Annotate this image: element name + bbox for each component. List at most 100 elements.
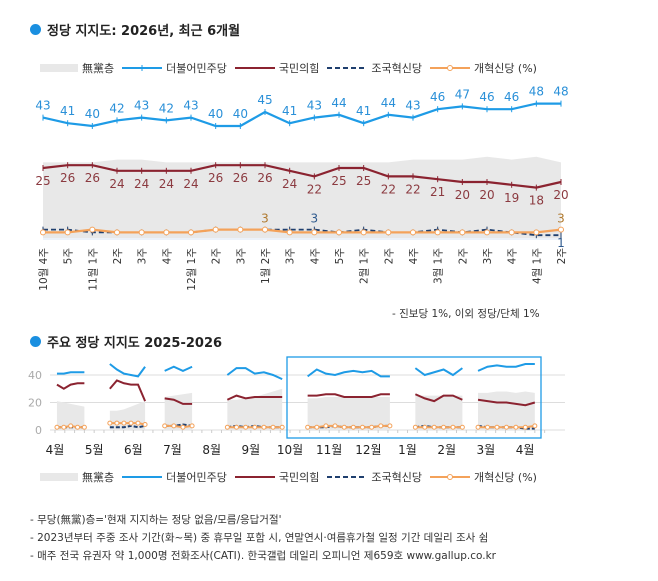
reform-point (311, 229, 318, 236)
rebuild-data-label: 1 (557, 236, 565, 250)
dem-data-label: 43 (35, 99, 50, 113)
dem-data-label: 40 (233, 107, 248, 121)
reform-point (54, 424, 60, 430)
reform-data-label: 3 (261, 212, 269, 226)
reform-point (286, 229, 293, 236)
dem-line (414, 367, 463, 377)
dem-line (226, 367, 283, 381)
bullet-icon (30, 24, 41, 35)
x-tick-label: 4주 (408, 248, 420, 265)
reform-point (89, 226, 96, 233)
ppp-data-label: 20 (479, 188, 494, 202)
reform-point (107, 420, 113, 426)
reform-point (485, 424, 491, 430)
reform-line (307, 424, 390, 429)
x-tick-label: 4주 (309, 248, 321, 265)
ppp-data-label: 25 (331, 174, 346, 188)
reform-point (68, 423, 74, 429)
ppp-data-label: 22 (381, 182, 396, 196)
x-tick-label: 2월 1주 (359, 248, 371, 284)
reform-point (64, 229, 71, 236)
dem-data-label: 41 (356, 104, 371, 118)
x-tick-label: 3주 (482, 248, 494, 265)
reform-point (81, 424, 87, 430)
reform-point (75, 424, 81, 430)
legend-label: 더불어민주당 (166, 471, 227, 484)
x-tick-label: 10월 4주 (38, 248, 50, 291)
ppp-data-label: 25 (356, 174, 371, 188)
reform-point (522, 424, 528, 430)
reform-point (412, 424, 418, 430)
reform-point (261, 424, 267, 430)
ppp-data-label: 21 (430, 185, 445, 199)
reform-point (475, 424, 481, 430)
legend-reform: 개혁신당 (%) (429, 60, 537, 76)
dem-data-label: 43 (134, 99, 149, 113)
ppp-data-label: 26 (257, 171, 272, 185)
ppp-data-label: 26 (60, 171, 75, 185)
reform-point (359, 424, 365, 430)
reform-point (532, 423, 538, 429)
reform-point (441, 424, 447, 430)
legend-rebuild: 조국혁신당 (327, 469, 422, 485)
legend-dem: 더불어민주당 (122, 60, 227, 76)
reform-point (237, 226, 244, 233)
x-tick-label: 2주 (211, 248, 223, 265)
x-month-label: 6월 (124, 443, 143, 457)
x-month-label: 5월 (85, 443, 104, 457)
reform-point (270, 424, 276, 430)
ppp-data-label: 24 (282, 177, 297, 191)
reform-point (142, 422, 148, 427)
x-month-label: 12월 (355, 443, 381, 457)
note-line: - 2023년부터 주중 조사 기간(화~목) 중 휴무일 포함 시, 연말연시… (30, 532, 489, 544)
reform-point (212, 226, 219, 233)
y-tick-label: 20 (28, 397, 42, 410)
reform-point (508, 229, 515, 236)
legend-ppp: 국민의힘 (234, 469, 319, 485)
reform-point (533, 229, 540, 236)
x-month-label: 4월 (46, 443, 65, 457)
reform-point (121, 420, 127, 426)
dem-line (42, 102, 561, 128)
reform-point (252, 424, 258, 430)
chart1-plot: 3 1 3 3 25 26 26 24 24 24 24 26 26 26 24 22 25 25 22 22 21 20… (35, 85, 568, 291)
reform-point (314, 424, 320, 430)
nopart-area (56, 401, 85, 430)
reform-point (138, 229, 145, 236)
reform-point (188, 229, 194, 236)
dem-line (307, 368, 390, 378)
chart2-title-text: 주요 정당 지지도 2025-2026 (47, 336, 223, 351)
reform-point (114, 420, 120, 426)
reform-point (558, 226, 564, 233)
reform-point (459, 424, 465, 430)
legend-label: 국민의힘 (278, 62, 320, 75)
legend-nopart: 無黨층 (40, 469, 114, 485)
x-month-label: 4월 (516, 443, 535, 457)
chart1-legend: 無黨층 더불어민주당 국민의힘 조국혁신당 개혁신당 (%) (40, 60, 541, 76)
reform-point (450, 424, 456, 430)
x-month-label: 1월 (398, 443, 417, 457)
reform-point (422, 424, 428, 430)
ppp-data-label: 26 (208, 171, 223, 185)
x-tick-label: 2주 (457, 248, 469, 265)
x-month-label: 2월 (437, 443, 456, 457)
reform-point (336, 229, 342, 236)
dem-data-label: 41 (60, 104, 75, 118)
ppp-data-label: 20 (455, 188, 470, 202)
x-tick-label: 2주 (383, 248, 395, 265)
ppp-data-label: 20 (553, 188, 568, 202)
reform-point (305, 424, 311, 430)
dem-data-label: 45 (257, 93, 272, 107)
legend-label: 더불어민주당 (166, 62, 227, 75)
ppp-line (414, 393, 463, 403)
reform-point (513, 424, 519, 430)
x-tick-label: 3월 1주 (433, 248, 445, 284)
chart2-legend: 無黨층 더불어민주당 국민의힘 조국혁신당 개혁신당 (%) (40, 469, 541, 485)
reform-point (350, 424, 356, 430)
reform-point (323, 423, 329, 429)
legend-rebuild: 조국혁신당 (327, 60, 422, 76)
x-month-label: 11월 (316, 443, 342, 457)
reform-point (128, 420, 134, 426)
x-tick-label: 2주 (112, 248, 124, 265)
legend-label: 無黨층 (82, 62, 115, 75)
